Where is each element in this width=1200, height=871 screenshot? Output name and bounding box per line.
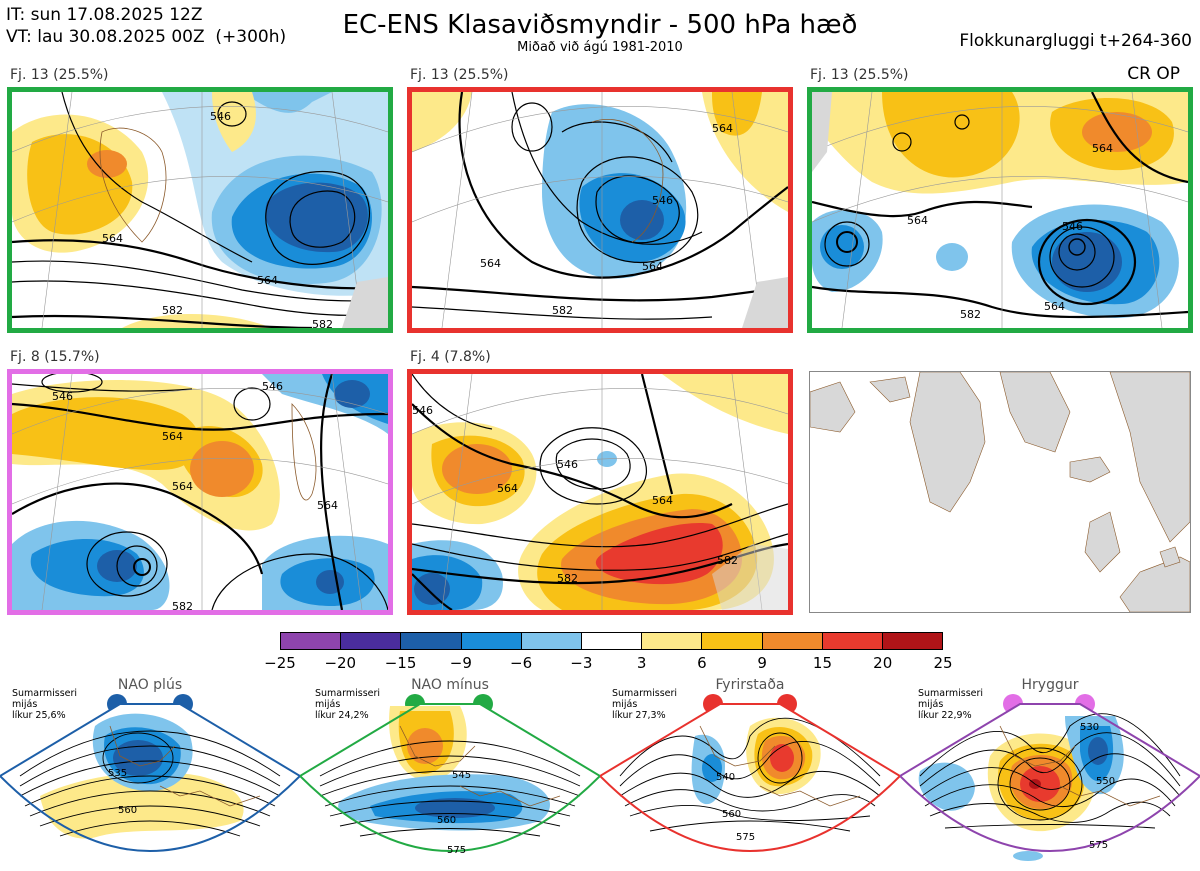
- colorbar-swatch: [401, 633, 462, 649]
- contour-label: 582: [557, 572, 578, 585]
- regime-map: 530 550 575: [900, 703, 1200, 861]
- colorbar-tick-label: 9: [757, 654, 767, 672]
- colorbar-tick-label: −20: [324, 654, 357, 672]
- regime-info: Sumarmisseri mijás líkur 25,6%: [12, 688, 78, 721]
- svg-text:560: 560: [437, 815, 456, 826]
- page-title: EC-ENS Klasaviðsmyndir - 500 hPa hæð: [342, 10, 858, 40]
- regime-map: 545 560 575: [300, 703, 600, 856]
- contour-label: 546: [52, 390, 73, 403]
- regime-info: Sumarmisseri mijás líkur 27,3%: [612, 688, 678, 721]
- colorbar-swatch: [822, 633, 883, 649]
- svg-text:530: 530: [1080, 722, 1099, 733]
- contour-label: 546: [557, 458, 578, 471]
- contour-label: 564: [907, 214, 928, 227]
- contour-label: 546: [1062, 220, 1083, 233]
- colorbar-swatch: [882, 633, 943, 649]
- colorbar-swatch: [642, 633, 703, 649]
- contour-label: 564: [102, 232, 123, 245]
- cluster-map-panel-3[interactable]: 546 564 564 582 564: [807, 87, 1193, 333]
- regime-blocking[interactable]: Fyrirstaða Sumarmisseri mijás líkur 27,3% …: [600, 676, 900, 871]
- contour-label: 546: [210, 110, 231, 123]
- contour-label: 546: [652, 194, 673, 207]
- cluster-map-panel-2[interactable]: 546 564 564 582 564: [407, 87, 793, 333]
- cluster-map-panel-4[interactable]: 546 546 564 564 564 582: [7, 369, 393, 615]
- basemap-panel-empty[interactable]: [809, 371, 1191, 613]
- regime-row: NAO plús Sumarmisseri mijás líkur 25,6% 53…: [0, 676, 1200, 871]
- colorbar-ticks: −25 −20 −15 −9 −6 −3 3 6 9 15 20 25: [250, 654, 973, 672]
- contour-label: 546: [412, 404, 433, 417]
- colorbar-swatch: [281, 633, 342, 649]
- contour-label: 582: [552, 304, 573, 317]
- panel-3-label: Fj. 13 (25.5%): [810, 67, 909, 83]
- colorbar-tick-label: 15: [812, 654, 832, 672]
- valid-time: VT: lau 30.08.2025 00Z (+300h): [6, 27, 287, 47]
- colorbar-swatch: [521, 633, 582, 649]
- colorbar-tick-label: −3: [570, 654, 593, 672]
- anomaly-colorbar: [280, 632, 943, 650]
- colorbar-swatch: [762, 633, 823, 649]
- svg-text:535: 535: [108, 768, 127, 779]
- regime-info: Sumarmisseri mijás líkur 22,9%: [918, 688, 984, 721]
- colorbar-swatch: [702, 633, 763, 649]
- contour-label: 582: [717, 554, 738, 567]
- contour-label: 564: [317, 499, 338, 512]
- colorbar-tick-label: 25: [933, 654, 953, 672]
- contour-label: 582: [312, 318, 333, 328]
- contour-label: 564: [1044, 300, 1065, 313]
- colorbar-swatch: [461, 633, 522, 649]
- svg-text:575: 575: [1089, 840, 1108, 851]
- contour-label: 564: [257, 274, 278, 287]
- contour-label: 582: [960, 308, 981, 321]
- regime-map: 540 560 575: [600, 703, 900, 852]
- svg-text:545: 545: [452, 770, 471, 781]
- colorbar-tick-label: −6: [510, 654, 533, 672]
- contour-label: 564: [1092, 142, 1113, 155]
- issue-time: IT: sun 17.08.2025 12Z: [6, 5, 203, 25]
- colorbar-tick-label: 3: [636, 654, 647, 672]
- contour-label: 564: [162, 430, 183, 443]
- colorbar-swatch: [581, 633, 643, 649]
- regime-nao-plus[interactable]: NAO plús Sumarmisseri mijás líkur 25,6% 53…: [0, 676, 300, 871]
- control-run-label: CR OP: [1127, 64, 1180, 84]
- colorbar-tick-label: −15: [384, 654, 417, 672]
- regime-title: Fyrirstaða: [715, 677, 785, 693]
- panel-4-label: Fj. 8 (15.7%): [10, 349, 100, 365]
- classification-window: Flokkunargluggi t+264-360: [959, 31, 1192, 51]
- contour-label: 564: [172, 480, 193, 493]
- cluster-map-panel-5[interactable]: 546 546 564 564 582 582: [407, 369, 793, 615]
- page-subtitle: Miðað við ágú 1981-2010: [517, 40, 683, 55]
- regime-nao-minus[interactable]: NAO mínus Sumarmisseri mijás líkur 24,2% 5…: [300, 676, 600, 871]
- regime-title: Hryggur: [1021, 677, 1079, 693]
- svg-text:575: 575: [736, 832, 755, 843]
- colorbar-tick-label: −9: [449, 654, 472, 672]
- regime-title: NAO mínus: [411, 677, 489, 693]
- svg-text:550: 550: [1096, 776, 1115, 787]
- svg-text:575: 575: [447, 845, 466, 856]
- regime-map: 535 560: [0, 703, 300, 852]
- colorbar-tick-label: 6: [697, 654, 707, 672]
- panel-5-label: Fj. 4 (7.8%): [410, 349, 491, 365]
- colorbar-tick-label: −25: [264, 654, 296, 672]
- contour-label: 564: [652, 494, 673, 507]
- header-times: IT: sun 17.08.2025 12Z VT: lau 30.08.202…: [6, 4, 286, 48]
- contour-label: 564: [497, 482, 518, 495]
- contour-label: 564: [712, 122, 733, 135]
- contour-label: 564: [642, 260, 663, 273]
- regime-title: NAO plús: [117, 677, 183, 693]
- svg-text:540: 540: [716, 772, 735, 783]
- colorbar-tick-label: 20: [873, 654, 893, 672]
- contour-label: 582: [162, 304, 183, 317]
- contour-label: 564: [480, 257, 501, 270]
- contour-label: 546: [262, 380, 283, 393]
- contour-label: 582: [172, 600, 193, 610]
- cluster-map-panel-1[interactable]: 546 564 564 582 582: [7, 87, 393, 333]
- panel-2-label: Fj. 13 (25.5%): [410, 67, 509, 83]
- panel-1-label: Fj. 13 (25.5%): [10, 67, 109, 83]
- svg-text:560: 560: [118, 805, 137, 816]
- regime-ridge[interactable]: Hryggur Sumarmisseri mijás líkur 22,9%: [900, 676, 1200, 871]
- regime-info: Sumarmisseri mijás líkur 24,2%: [315, 688, 381, 721]
- svg-text:560: 560: [722, 809, 741, 820]
- colorbar-swatch: [341, 633, 402, 649]
